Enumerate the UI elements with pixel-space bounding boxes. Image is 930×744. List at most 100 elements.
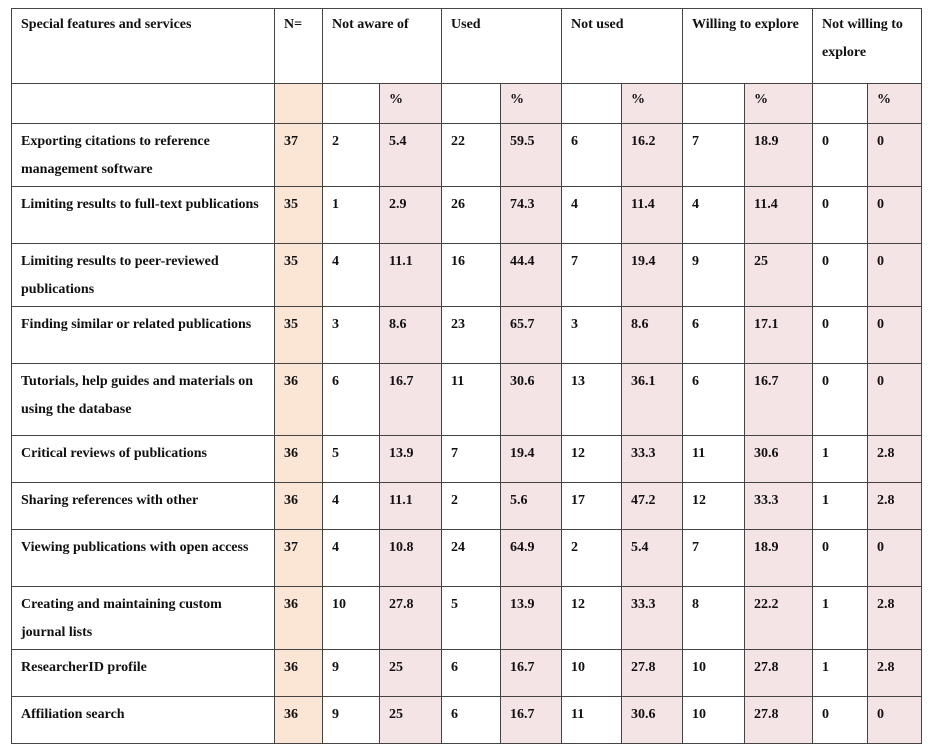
count-cell: 11	[682, 435, 746, 483]
percent-cell: 74.3	[500, 186, 563, 244]
feature-cell: Finding similar or related publications	[11, 306, 275, 364]
count-cell: 2	[322, 123, 380, 187]
subheader-percent: %	[378, 83, 443, 124]
count-cell: 11	[441, 363, 502, 436]
count-cell: 2	[561, 529, 623, 587]
percent-cell: 19.4	[500, 435, 563, 483]
header-not-willing: Not willing to explore	[812, 8, 923, 84]
percent-cell: 25	[744, 243, 814, 307]
table-row: ResearcherID profile 36 9 25 6 16.7 10 27.8 10 27…	[11, 649, 923, 697]
count-cell: 0	[812, 306, 869, 364]
table-row: Tutorials, help guides and materials on …	[11, 363, 923, 436]
percent-cell: 2.8	[867, 649, 923, 697]
table-row: Limiting results to peer-reviewed public…	[11, 243, 923, 307]
feature-cell: Viewing publications with open access	[11, 529, 275, 587]
table-row: Critical reviews of publications 36 5 13.9 7…	[11, 435, 923, 483]
n-cell: 35	[274, 306, 323, 364]
count-cell: 22	[441, 123, 502, 187]
count-cell: 24	[441, 529, 502, 587]
percent-cell: 22.2	[744, 586, 814, 650]
subheader-percent: %	[744, 83, 814, 124]
count-cell: 17	[561, 482, 623, 530]
feature-cell: Limiting results to full-text publicatio…	[11, 186, 275, 244]
table-row: Viewing publications with open access 37 4…	[11, 529, 923, 587]
percent-cell: 11.4	[621, 186, 684, 244]
header-feature: Special features and services	[11, 8, 275, 84]
n-cell: 36	[274, 363, 323, 436]
percent-cell: 16.7	[500, 696, 563, 744]
percent-cell: 59.5	[500, 123, 563, 187]
subheader-count	[682, 83, 746, 124]
header-n: N=	[274, 8, 323, 84]
count-cell: 3	[561, 306, 623, 364]
subheader-count	[322, 83, 380, 124]
feature-cell: Affiliation search	[11, 696, 275, 744]
n-cell: 35	[274, 243, 323, 307]
count-cell: 12	[561, 586, 623, 650]
percent-cell: 27.8	[744, 696, 814, 744]
table-row: Limiting results to full-text publicatio…	[11, 186, 923, 244]
percent-cell: 16.7	[744, 363, 814, 436]
percent-cell: 2.8	[867, 435, 923, 483]
percent-cell: 30.6	[500, 363, 563, 436]
count-cell: 6	[682, 306, 746, 364]
percent-cell: 47.2	[621, 482, 684, 530]
count-cell: 7	[682, 529, 746, 587]
percent-cell: 33.3	[621, 586, 684, 650]
table-row: Finding similar or related publications 3…	[11, 306, 923, 364]
subheader-count	[561, 83, 623, 124]
count-cell: 9	[682, 243, 746, 307]
header-not-aware: Not aware of	[321, 8, 443, 84]
count-cell: 1	[322, 186, 380, 244]
percent-cell: 5.6	[500, 482, 563, 530]
count-cell: 7	[561, 243, 623, 307]
count-cell: 6	[561, 123, 623, 187]
percent-cell: 25	[378, 696, 443, 744]
count-cell: 0	[812, 243, 869, 307]
count-cell: 9	[322, 696, 380, 744]
n-cell: 36	[274, 482, 323, 530]
percent-cell: 2.8	[867, 482, 923, 530]
count-cell: 6	[441, 696, 502, 744]
count-cell: 9	[322, 649, 380, 697]
count-cell: 11	[561, 696, 623, 744]
count-cell: 5	[322, 435, 380, 483]
percent-cell: 0	[867, 186, 923, 244]
features-table: Special features and services N= Not awa…	[11, 8, 923, 744]
count-cell: 10	[322, 586, 380, 650]
percent-cell: 0	[867, 123, 923, 187]
count-cell: 10	[682, 649, 746, 697]
count-cell: 4	[322, 482, 380, 530]
percent-cell: 2.8	[867, 586, 923, 650]
percent-cell: 13.9	[378, 435, 443, 483]
percent-cell: 25	[378, 649, 443, 697]
count-cell: 10	[561, 649, 623, 697]
count-cell: 16	[441, 243, 502, 307]
feature-cell: Tutorials, help guides and materials on …	[11, 363, 275, 436]
count-cell: 1	[812, 482, 869, 530]
percent-cell: 27.8	[378, 586, 443, 650]
count-cell: 7	[441, 435, 502, 483]
percent-cell: 8.6	[378, 306, 443, 364]
percent-cell: 36.1	[621, 363, 684, 436]
percent-cell: 44.4	[500, 243, 563, 307]
percent-cell: 0	[867, 363, 923, 436]
n-cell: 36	[274, 696, 323, 744]
percent-cell: 30.6	[621, 696, 684, 744]
percent-cell: 27.8	[621, 649, 684, 697]
percent-cell: 30.6	[744, 435, 814, 483]
count-cell: 12	[682, 482, 746, 530]
table-row: Affiliation search 36 9 25 6 16.7 11 30.6 10 27.8…	[11, 696, 923, 744]
n-cell: 35	[274, 186, 323, 244]
table-row: Sharing references with other 36 4 11.1 2 5.6…	[11, 482, 923, 530]
header-used: Used	[441, 8, 563, 84]
count-cell: 8	[682, 586, 746, 650]
percent-cell: 27.8	[744, 649, 814, 697]
feature-cell: ResearcherID profile	[11, 649, 275, 697]
n-cell: 37	[274, 529, 323, 587]
header-willing: Willing to explore	[682, 8, 814, 84]
percent-cell: 19.4	[621, 243, 684, 307]
count-cell: 1	[812, 586, 869, 650]
percent-cell: 0	[867, 306, 923, 364]
n-cell: 36	[274, 586, 323, 650]
